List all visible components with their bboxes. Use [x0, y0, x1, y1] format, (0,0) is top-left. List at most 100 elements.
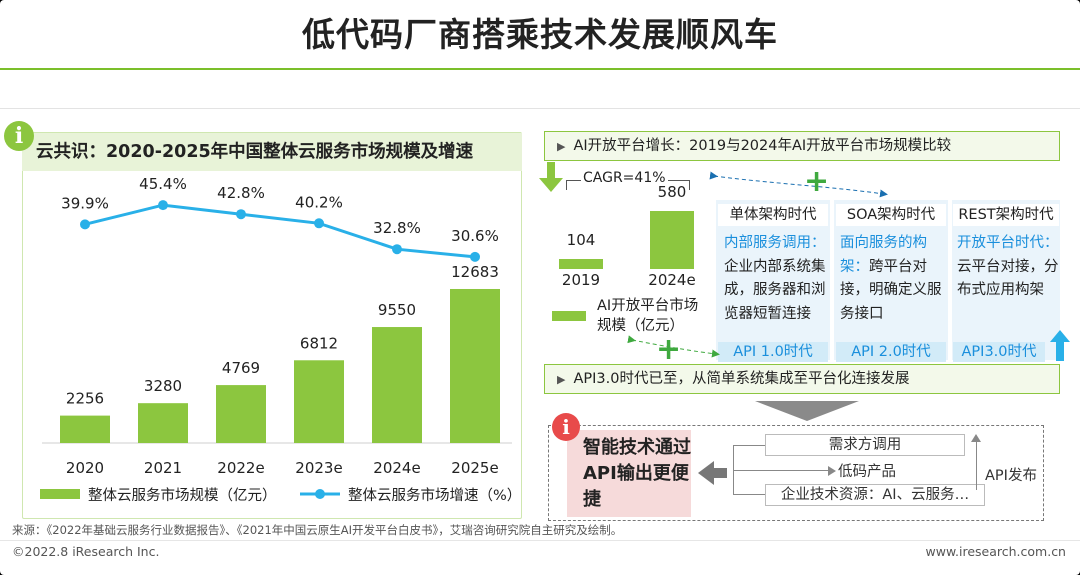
- api3-banner: ▶ API3.0时代已至，从简单系统集成至平台化连接发展: [544, 364, 1060, 394]
- page-title: 低代码厂商搭乘技术发展顺风车: [302, 15, 778, 54]
- growth-point: [158, 200, 168, 211]
- bar-2022e: [216, 385, 266, 443]
- bar-value-label: 3280: [144, 377, 182, 395]
- ai-bar-value: 580: [657, 183, 687, 201]
- flow-bracket-bottom: [733, 494, 765, 495]
- triangle-right-icon: ▶: [557, 140, 566, 153]
- era-rest-text: 云平台对接，分布式应用构架: [957, 258, 1059, 299]
- info-icon: i: [4, 121, 34, 151]
- era-soa-text: 跨平台对接，明确定义服务接口: [840, 258, 942, 322]
- flow-resource-box: 企业技术资源：AI、云服务…: [765, 484, 985, 506]
- era-rest-desc: 开放平台时代： 云平台对接，分布式应用构架: [957, 232, 1061, 303]
- ai-x-label: 2024e: [648, 271, 696, 289]
- era-api3-label: API3.0时代: [953, 342, 1045, 362]
- summary-box: 智能技术通过API输出更便捷: [567, 430, 691, 517]
- arrow-up-small-icon: [971, 434, 981, 442]
- footer-rule: [0, 540, 1080, 541]
- bar-value-label: 2256: [66, 390, 104, 408]
- era-monolith-highlight: 内部服务调用：: [724, 235, 826, 251]
- growth-value-label: 39.9%: [61, 194, 109, 212]
- website-link[interactable]: www.iresearch.com.cn: [925, 544, 1067, 559]
- growth-line: [84, 203, 476, 259]
- growth-point: [236, 209, 246, 220]
- legend-bar-swatch: [40, 489, 80, 499]
- arrow-left-tail: [713, 468, 727, 478]
- arrow-left-icon: [698, 461, 714, 485]
- era-rest-highlight: 开放平台时代：: [957, 235, 1059, 251]
- ai-legend-label: AI开放平台市场规模（亿元）: [597, 298, 699, 334]
- cagr-label: CAGR=41%: [581, 170, 668, 186]
- era-soa-highlight: 面向服务的构架：: [840, 235, 927, 275]
- flow-api-line: [976, 440, 977, 490]
- era-rest-panel: [952, 200, 1060, 360]
- flow-arrow-line: [733, 470, 833, 471]
- era-soa-title: SOA架构时代: [836, 204, 946, 226]
- copyright: ©2022.8 iResearch Inc.: [12, 544, 160, 559]
- growth-value-label: 30.6%: [451, 227, 499, 245]
- title-rule: [0, 68, 1080, 70]
- bar-value-label: 9550: [378, 301, 416, 319]
- section-divider: [0, 108, 1080, 109]
- bar-2021: [138, 403, 188, 443]
- flow-bracket-top: [733, 445, 765, 446]
- ai-x-label: 2019: [561, 271, 601, 289]
- api3-banner-text: API3.0时代已至，从简单系统集成至平台化连接发展: [573, 371, 910, 387]
- cloud-chart-title: 云共识：2020-2025年中国整体云服务市场规模及增速: [36, 142, 474, 162]
- growth-value-label: 40.2%: [295, 193, 343, 211]
- growth-value-label: 45.4%: [139, 175, 187, 193]
- bar-value-label: 12683: [451, 263, 499, 281]
- x-tick-label: 2022e: [217, 459, 264, 477]
- ai-bar-2019: [559, 258, 603, 269]
- legend-line-label: 整体云服务市场增速（%）: [348, 487, 521, 504]
- arrow-right-icon: [828, 466, 836, 476]
- link-arrow-bottom: [627, 335, 720, 358]
- bar-2024e: [372, 327, 422, 443]
- ai-legend-swatch: [552, 311, 586, 321]
- legend-line-marker: [315, 489, 325, 499]
- source-note: 来源：《2022年基础云服务行业数据报告》、《2021年中国云原生AI开发平台白…: [12, 523, 623, 537]
- era-soa-desc: 面向服务的构架：跨平台对接，明确定义服务接口: [840, 232, 944, 326]
- x-tick-label: 2023e: [295, 459, 342, 477]
- cloud-chart-header: [22, 133, 522, 171]
- ai-growth-banner: ▶ AI开放平台增长：2019与2024年AI开放平台市场规模比较: [544, 131, 1060, 161]
- link-arrow-top: [709, 171, 888, 198]
- x-tick-label: 2024e: [373, 459, 420, 477]
- bar-2023e: [294, 360, 344, 443]
- bar-2020: [60, 415, 110, 443]
- era-monolith-title: 单体架构时代: [718, 204, 828, 226]
- era-api1-label: API 1.0时代: [718, 342, 828, 362]
- arrow-down-icon: [539, 162, 563, 192]
- triangle-down-icon: [755, 401, 859, 421]
- plus-icon: +: [804, 164, 830, 199]
- x-tick-label: 2020: [66, 459, 104, 477]
- bar-value-label: 6812: [300, 334, 338, 352]
- x-tick-label: 2021: [144, 459, 182, 477]
- ai-growth-banner-text: AI开放平台增长：2019与2024年AI开放平台市场规模比较: [573, 138, 952, 154]
- growth-value-label: 32.8%: [373, 219, 421, 237]
- ai-bar-2024e: [650, 211, 694, 269]
- flow-demand-box: 需求方调用: [765, 434, 965, 456]
- arrow-up-icon: [1050, 330, 1070, 361]
- cloud-chart-frame: [22, 132, 522, 519]
- api-publish-label: API发布: [985, 468, 1037, 484]
- alert-info-icon: i: [552, 413, 580, 441]
- flow-dashed-frame: [548, 425, 1044, 521]
- flow-lowcode-label: 低码产品: [838, 464, 896, 480]
- era-rest-title: REST架构时代: [953, 204, 1059, 226]
- era-api2-label: API 2.0时代: [836, 342, 946, 362]
- cloud-market-chart: 2256 3280 4769 6812 9550 12683 39.9% 45.4% 42.8…: [40, 175, 521, 504]
- growth-point: [392, 244, 402, 255]
- triangle-right-icon: ▶: [557, 373, 566, 386]
- era-soa-panel: [834, 200, 948, 360]
- x-tick-label: 2025e: [451, 459, 498, 477]
- era-monolith-desc: 内部服务调用： 企业内部系统集成，服务器和浏览器短暂连接: [724, 232, 828, 326]
- ai-bar-value: 104: [566, 230, 596, 249]
- growth-point: [470, 251, 480, 262]
- bar-2025e: [450, 288, 500, 443]
- growth-value-label: 42.8%: [217, 184, 265, 202]
- era-monolith-text: 企业内部系统集成，服务器和浏览器短暂连接: [724, 258, 826, 322]
- bar-value-label: 4769: [222, 359, 260, 377]
- legend-bar-label: 整体云服务市场规模（亿元）: [88, 487, 277, 504]
- era-monolith-panel: [716, 200, 830, 360]
- growth-point: [314, 218, 324, 229]
